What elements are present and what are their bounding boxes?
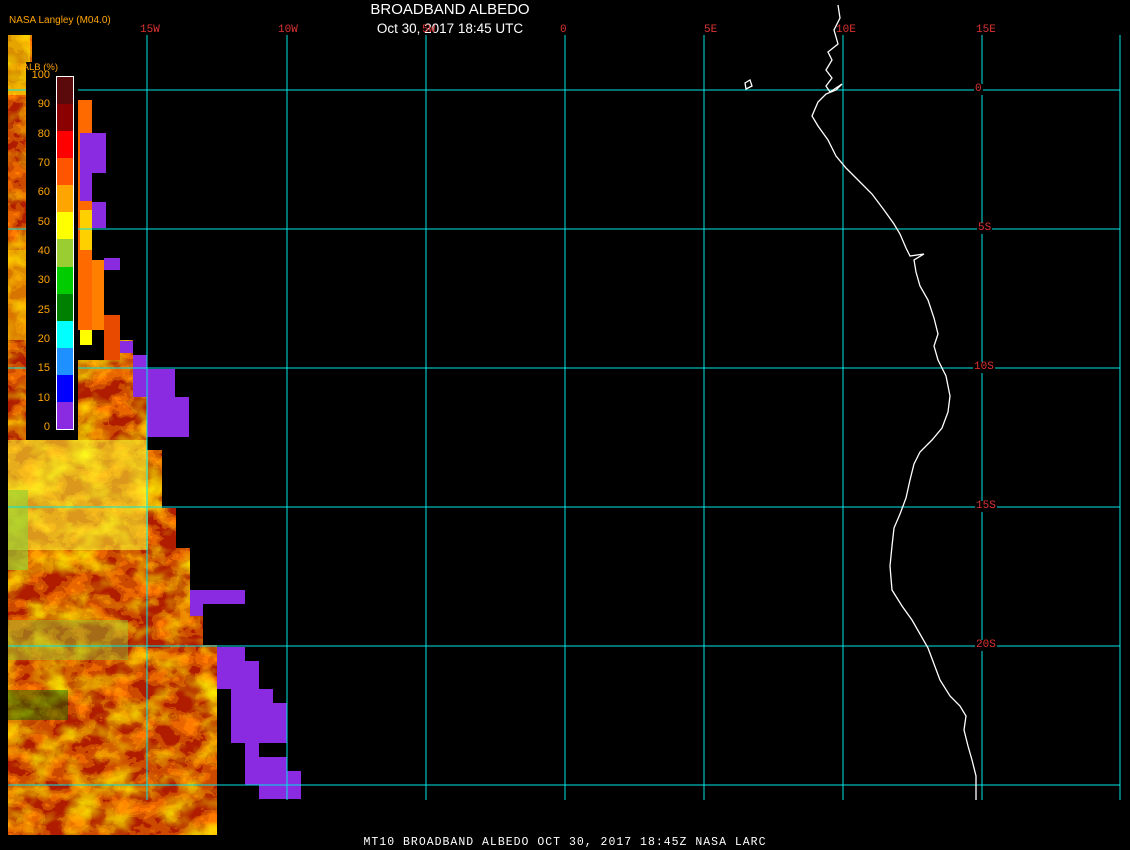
legend-swatch: [57, 212, 73, 240]
legend-tick-label: 0: [43, 421, 50, 433]
legend-tick-label: 25: [37, 303, 50, 316]
coastline: [744, 4, 977, 800]
legend-tick-label: 10: [37, 391, 50, 404]
lat-label-5s: 5S: [977, 222, 993, 234]
legend-tick-label: 50: [37, 215, 50, 228]
legend-swatch: [57, 266, 73, 295]
legend-tick-label: 40: [37, 245, 50, 257]
legend-swatch: [57, 158, 73, 186]
lon-label-5e: 5E: [704, 24, 718, 36]
legend-swatch: [57, 239, 73, 268]
legend-swatch: [57, 347, 73, 376]
legend-tick-label: 30: [37, 274, 50, 287]
lon-label-15w: 15W: [140, 24, 160, 36]
legend-tick-label: 70: [37, 157, 50, 169]
map-title: BROADBAND ALBEDO: [370, 1, 530, 18]
legend-swatch: [57, 104, 73, 132]
legend-tick-label: 80: [37, 127, 50, 140]
no-data-blocks: [80, 133, 301, 799]
legend-tick-label: 15: [37, 362, 50, 375]
lon-label-5w: 5W: [422, 24, 436, 36]
legend-tick-label: 60: [37, 186, 50, 199]
lat-label-15s: 15S: [975, 500, 997, 512]
lon-label-10w: 10W: [278, 24, 298, 36]
legend-colorbar: [56, 76, 74, 430]
legend-swatch: [57, 293, 73, 322]
legend-swatch: [57, 77, 73, 105]
credit-label: NASA Langley (M04.0): [9, 15, 111, 26]
legend-swatch: [57, 185, 73, 213]
lon-label-10e: 10E: [836, 24, 856, 36]
legend-swatch: [57, 131, 73, 159]
footer-caption: MT10 BROADBAND ALBEDO OCT 30, 2017 18:45…: [363, 836, 767, 849]
map-subtitle: Oct 30, 2017 18:45 UTC: [376, 21, 524, 36]
lon-label-15e: 15E: [976, 24, 996, 36]
legend-swatch: [57, 320, 73, 349]
color-legend: BBALB (%) 100 90 80 70 60 50 40 30 25 20 15 10 0: [10, 62, 78, 440]
graticule: [8, 35, 1121, 800]
legend-swatch: [57, 401, 73, 430]
legend-swatch: [57, 374, 73, 403]
lon-label-0: 0: [560, 24, 567, 36]
lat-label-0: 0: [974, 83, 983, 95]
legend-tick-label: 20: [37, 333, 50, 345]
legend-tick-label: 100: [31, 69, 50, 81]
lat-label-10s: 10S: [973, 361, 995, 373]
legend-title: BBALB (%): [10, 62, 59, 73]
legend-tick-label: 90: [37, 98, 50, 111]
lat-label-20s: 20S: [975, 639, 997, 651]
